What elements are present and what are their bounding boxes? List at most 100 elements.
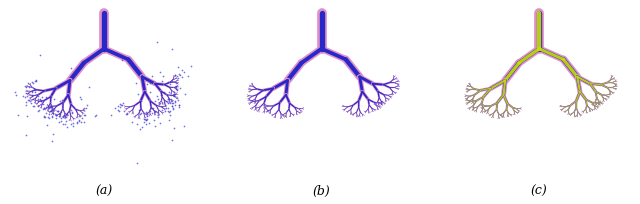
Point (153, 116, 163, 119)
Point (51, 116, 61, 120)
Point (150, 124, 160, 127)
Point (173, 65, 183, 69)
Point (90, 115, 100, 118)
Point (170, 74, 180, 77)
Point (174, 104, 184, 107)
Point (19, 95, 29, 99)
Point (145, 90, 155, 93)
Point (163, 98, 173, 101)
Point (140, 120, 150, 123)
Point (31, 80, 41, 83)
Point (154, 98, 164, 101)
Point (36, 95, 47, 99)
Point (74, 119, 84, 122)
Point (20, 85, 31, 89)
Point (109, 107, 120, 110)
Point (47, 115, 57, 119)
Point (70, 108, 81, 111)
Point (33, 110, 43, 113)
Point (74, 118, 84, 121)
Point (122, 112, 132, 115)
Point (134, 128, 145, 131)
Point (67, 111, 77, 114)
Point (170, 127, 180, 130)
Point (164, 110, 175, 113)
Point (81, 107, 91, 110)
Point (80, 114, 90, 117)
Point (91, 114, 101, 117)
Point (47, 108, 57, 111)
Point (113, 105, 124, 108)
Point (131, 82, 141, 85)
Point (145, 109, 155, 112)
Point (48, 132, 58, 135)
Point (24, 99, 35, 102)
Point (54, 112, 65, 116)
Point (56, 116, 66, 120)
Point (136, 100, 147, 103)
Point (54, 120, 65, 124)
Point (170, 74, 180, 77)
Point (79, 106, 89, 110)
Point (55, 99, 65, 103)
Point (167, 138, 177, 141)
Point (40, 115, 50, 118)
Point (170, 92, 180, 95)
Point (170, 100, 180, 103)
Point (29, 87, 40, 90)
Point (46, 105, 56, 108)
Point (50, 112, 60, 115)
Point (156, 93, 166, 96)
Point (84, 85, 94, 88)
Point (159, 98, 169, 101)
Point (150, 110, 161, 113)
Point (76, 121, 86, 124)
Point (38, 108, 49, 111)
Point (167, 47, 177, 50)
Point (39, 116, 49, 119)
Point (143, 121, 154, 124)
Point (74, 115, 84, 118)
Point (180, 92, 190, 95)
Point (13, 113, 23, 116)
Point (141, 118, 151, 121)
Point (159, 104, 170, 107)
Point (40, 106, 51, 109)
Point (179, 70, 189, 73)
Point (83, 104, 93, 107)
Point (56, 111, 66, 114)
Point (10, 91, 20, 94)
Point (159, 100, 170, 104)
Point (31, 78, 41, 81)
Point (47, 139, 57, 142)
Point (67, 110, 77, 113)
Point (106, 114, 116, 117)
Point (186, 64, 196, 67)
Point (142, 118, 152, 121)
Point (49, 97, 59, 100)
Point (170, 84, 180, 88)
Point (20, 84, 30, 88)
Point (172, 96, 182, 99)
Point (117, 103, 127, 107)
Point (154, 102, 164, 106)
Point (163, 110, 173, 113)
Point (43, 104, 53, 108)
Point (33, 108, 44, 112)
Point (72, 122, 82, 125)
Point (157, 109, 168, 112)
Point (35, 98, 45, 101)
Point (79, 113, 89, 117)
Point (169, 90, 179, 94)
Point (66, 108, 76, 112)
Point (132, 161, 142, 165)
Point (45, 105, 56, 108)
Point (172, 88, 182, 91)
Point (61, 115, 72, 118)
Point (141, 123, 151, 126)
Point (170, 85, 180, 89)
Point (163, 101, 173, 104)
Point (63, 96, 74, 99)
Point (22, 98, 33, 101)
Point (39, 107, 49, 110)
